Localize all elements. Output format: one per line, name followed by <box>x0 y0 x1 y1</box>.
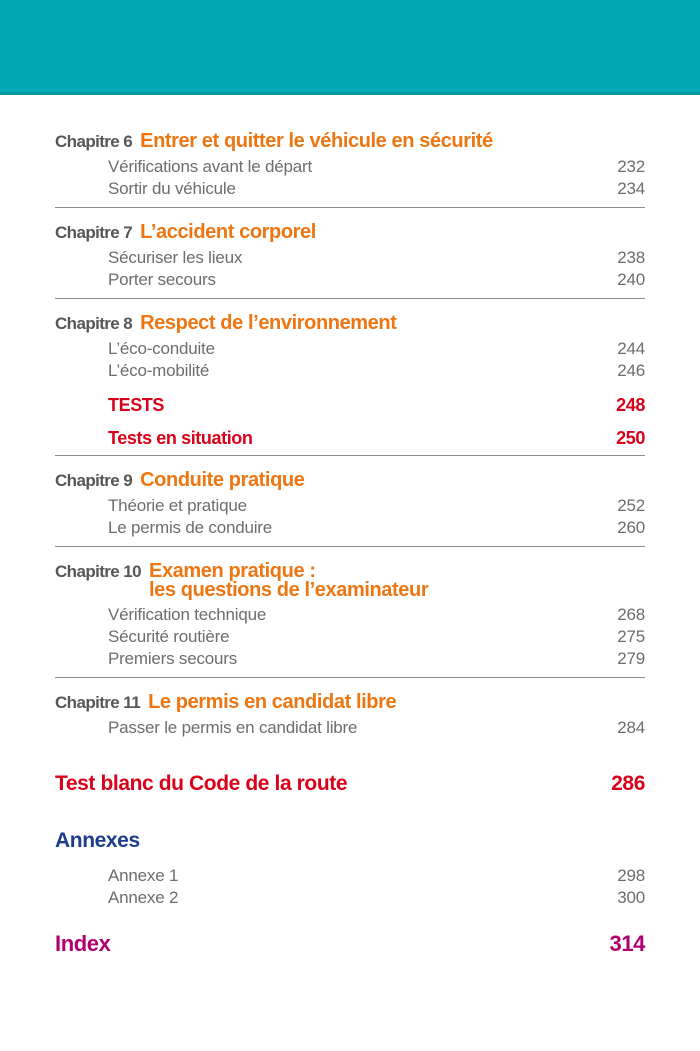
chapter-title: Examen pratique : les questions de l’exam… <box>149 560 429 601</box>
toc-section-chapitre-10: Chapitre 10 Examen pratique : les questio… <box>55 560 645 678</box>
chapter-number-label: Chapitre 10 <box>55 562 142 581</box>
toc-entry-page: 240 <box>617 270 645 289</box>
chapter-heading: Chapitre 7 L’accident corporel <box>55 221 645 243</box>
chapter-number-label: Chapitre 11 <box>55 693 141 712</box>
toc-section-chapitre-7: Chapitre 7 L’accident corporel Sécuriser… <box>55 221 645 299</box>
chapter-title: Conduite pratique <box>140 469 305 491</box>
chapter-number-label: Chapitre 7 <box>55 223 133 242</box>
toc-entry-page: 248 <box>616 395 645 415</box>
toc-entry: Porter secours 240 <box>55 269 645 291</box>
toc-entry-page: 244 <box>617 339 645 358</box>
chapter-heading: Chapitre 10 Examen pratique : les questio… <box>55 560 645 601</box>
toc-entry: Annexe 1 298 <box>55 865 645 887</box>
toc-entry-page: 238 <box>617 248 645 267</box>
toc-entry-page: 268 <box>617 605 645 624</box>
toc-entry-label: Tests en situation <box>108 428 253 448</box>
chapter-title-line1: Examen pratique : <box>149 560 316 582</box>
toc-entry-page: 260 <box>617 518 645 537</box>
toc-entry-label: Sécuriser les lieux <box>108 248 243 267</box>
toc-entry: L’éco-mobilité 246 <box>55 360 645 382</box>
toc-entry: Annexe 2 300 <box>55 887 645 909</box>
toc-entry-label: Vérification technique <box>108 605 267 624</box>
chapter-title-line2: les questions de l’examinateur <box>149 579 429 601</box>
toc-entry: Passer le permis en candidat libre 284 <box>55 717 645 739</box>
toc-section-chapitre-9: Chapitre 9 Conduite pratique Théorie et … <box>55 469 645 547</box>
toc-section-chapitre-8: Chapitre 8 Respect de l’environnement L’… <box>55 312 645 456</box>
toc-entry-label: Théorie et pratique <box>108 496 247 515</box>
toc-entry: L’éco-conduite 244 <box>55 338 645 360</box>
toc-entry-page: 284 <box>617 718 645 737</box>
chapter-heading: Chapitre 9 Conduite pratique <box>55 469 645 491</box>
toc-entry-page: 314 <box>609 931 645 956</box>
toc-tests-entry: Tests en situation 250 <box>55 428 645 448</box>
toc-entry-label: TESTS <box>108 395 165 415</box>
toc-entry-label: L’éco-conduite <box>108 339 215 358</box>
toc-entry-page: 300 <box>617 888 645 907</box>
chapter-title: Entrer et quitter le véhicule en sécurit… <box>140 130 493 152</box>
toc-entry-label: Sécurité routière <box>108 627 230 646</box>
toc-entry-label: Vérifications avant le départ <box>108 157 312 176</box>
toc-section-chapitre-6: Chapitre 6 Entrer et quitter le véhicule… <box>55 130 645 208</box>
toc-entry-page: 234 <box>617 179 645 198</box>
toc-entry: Le permis de conduire 260 <box>55 517 645 539</box>
toc-entry-label: Annexe 1 <box>108 866 179 885</box>
toc-entry-label: Index <box>55 931 111 956</box>
chapter-number-label: Chapitre 9 <box>55 471 133 490</box>
chapter-title: Respect de l’environnement <box>140 312 397 334</box>
toc-entry-label: Porter secours <box>108 270 216 289</box>
annexes-items: Annexe 1 298 Annexe 2 300 <box>55 865 645 909</box>
toc-entry-label: Sortir du véhicule <box>108 179 236 198</box>
toc-entry-test-blanc: Test blanc du Code de la route 286 <box>55 772 645 796</box>
toc-entry: Vérification technique 268 <box>55 604 645 626</box>
toc-entry: Théorie et pratique 252 <box>55 495 645 517</box>
toc-entry: Sortir du véhicule 234 <box>55 178 645 200</box>
toc-section-chapitre-11: Chapitre 11 Le permis en candidat libre … <box>55 691 645 746</box>
toc-entry-label: L’éco-mobilité <box>108 361 210 380</box>
chapter-heading: Chapitre 6 Entrer et quitter le véhicule… <box>55 130 645 152</box>
chapter-title: Le permis en candidat libre <box>148 691 397 713</box>
chapter-number-label: Chapitre 6 <box>55 132 133 151</box>
toc-entry-page: 250 <box>616 428 645 448</box>
toc-entry-page: 232 <box>617 157 645 176</box>
toc-entry: Premiers secours 279 <box>55 648 645 670</box>
toc-entry-page: 246 <box>617 361 645 380</box>
toc-entry-page: 279 <box>617 649 645 668</box>
annexes-heading: Annexes <box>55 829 140 852</box>
toc-tests-entry: TESTS 248 <box>55 395 645 415</box>
toc-entry-label: Annexe 2 <box>108 888 179 907</box>
chapter-number-label: Chapitre 8 <box>55 314 133 333</box>
chapter-title: L’accident corporel <box>140 221 316 243</box>
toc-entry: Vérifications avant le départ 232 <box>55 156 645 178</box>
toc-entry-label: Test blanc du Code de la route <box>55 772 348 795</box>
toc-entry-index: Index 314 <box>55 931 645 957</box>
toc-entry-page: 275 <box>617 627 645 646</box>
header-color-band <box>0 0 700 95</box>
toc-entry-page: 298 <box>617 866 645 885</box>
toc-entry-label: Passer le permis en candidat libre <box>108 718 358 737</box>
toc-entry-label: Premiers secours <box>108 649 238 668</box>
toc-entry-page: 252 <box>617 496 645 515</box>
toc-entry: Sécurité routière 275 <box>55 626 645 648</box>
toc-entry-label: Le permis de conduire <box>108 518 273 537</box>
table-of-contents: Chapitre 6 Entrer et quitter le véhicule… <box>0 95 700 957</box>
toc-entry-page: 286 <box>611 772 645 795</box>
toc-entry: Sécuriser les lieux 238 <box>55 247 645 269</box>
chapter-heading: Chapitre 11 Le permis en candidat libre <box>55 691 645 713</box>
chapter-heading: Chapitre 8 Respect de l’environnement <box>55 312 645 334</box>
